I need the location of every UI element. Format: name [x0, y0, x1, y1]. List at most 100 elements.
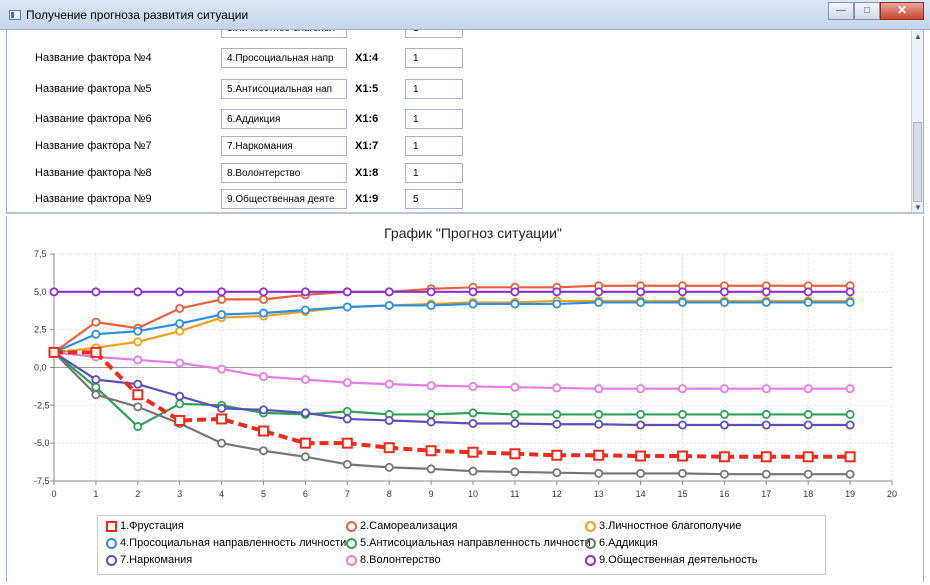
data-point	[636, 420, 646, 430]
data-point	[91, 329, 101, 339]
data-point	[300, 408, 310, 418]
x-tick-label: 4	[219, 489, 224, 499]
factor-name-field[interactable]: 7.Наркомания	[221, 136, 347, 156]
series-line-4	[53, 301, 851, 354]
data-point	[91, 287, 101, 297]
legend-item: 6.Аддикция	[585, 536, 658, 550]
chart-legend: 1.Фрустация 2.Самореализация 3.Личностное …	[97, 515, 826, 575]
data-point	[216, 413, 228, 425]
factor-label: Название фактора №8	[35, 167, 152, 179]
series-line-5	[53, 351, 851, 428]
data-point	[174, 414, 186, 426]
scrollbar-thumb[interactable]	[913, 122, 922, 202]
data-point	[678, 384, 688, 394]
data-point	[551, 449, 563, 461]
series-line-8	[53, 351, 851, 390]
data-point	[217, 294, 227, 304]
data-point	[133, 337, 143, 347]
scroll-up-icon[interactable]: ▲	[914, 32, 922, 41]
legend-label: 2.Самореализация	[360, 520, 458, 532]
factor-name-field[interactable]: 5.Антисоциальная нап	[221, 79, 347, 99]
data-point	[719, 469, 729, 479]
app-icon	[9, 10, 21, 20]
factor-row: Название фактора №9 9.Общественная деяте X…	[7, 189, 907, 211]
legend-label: 1.Фрустация	[120, 520, 184, 532]
data-point	[552, 419, 562, 429]
series-line-3	[53, 299, 851, 354]
legend-circle-marker-icon	[585, 520, 596, 532]
x-tick-label: 11	[510, 489, 519, 499]
data-point	[426, 287, 436, 297]
data-point	[761, 297, 771, 307]
x-tick-label: 2	[135, 489, 140, 499]
factor-name-field[interactable]: 3.Личностное благопол	[221, 30, 347, 38]
data-point	[761, 287, 771, 297]
data-point	[803, 297, 813, 307]
data-point	[342, 287, 352, 297]
data-point	[342, 414, 352, 424]
data-point	[678, 420, 688, 430]
scroll-down-icon[interactable]: ▼	[914, 203, 922, 212]
data-point	[384, 300, 394, 310]
maximize-button[interactable]: □	[854, 2, 880, 20]
vertical-scrollbar[interactable]: ▲ ▼	[911, 30, 923, 212]
legend-circle-marker-icon	[585, 537, 596, 549]
data-point	[217, 287, 227, 297]
factor-name-field[interactable]: 6.Аддикция	[221, 109, 347, 129]
x-tick-label: 10	[468, 489, 478, 499]
x-tick-label: 15	[677, 489, 687, 499]
legend-circle-marker-icon	[585, 554, 596, 566]
data-point	[341, 437, 353, 449]
data-point	[426, 300, 436, 310]
data-point	[719, 384, 729, 394]
factor-row: Название фактора №8 8.Волонтерство X1:8 1	[7, 163, 907, 185]
data-point	[719, 420, 729, 430]
data-point	[258, 294, 268, 304]
data-point	[175, 319, 185, 329]
factor-value-field[interactable]: 1	[405, 109, 463, 129]
legend-item: 5.Антисоциальная направленность личности	[346, 536, 591, 550]
factor-value-field[interactable]: 1	[405, 163, 463, 183]
factor-value-field[interactable]: 5	[405, 189, 463, 209]
factor-label: Название фактора №6	[35, 113, 152, 125]
legend-item: 3.Личностное благополучие	[585, 519, 741, 533]
series-line-6	[53, 351, 851, 476]
data-point	[636, 468, 646, 478]
factor-value-field[interactable]: 1	[405, 79, 463, 99]
factor-value-field[interactable]: 1	[405, 30, 463, 38]
factor-name-field[interactable]: 8.Волонтерство	[221, 163, 347, 183]
factor-value-field[interactable]: 1	[405, 48, 463, 68]
data-point	[133, 287, 143, 297]
data-point	[342, 302, 352, 312]
data-point	[133, 326, 143, 336]
data-point	[425, 445, 437, 457]
x-tick-label: 13	[594, 489, 604, 499]
factor-name-field[interactable]: 4.Просоциальная напр	[221, 48, 347, 68]
close-button[interactable]: ✕	[880, 2, 924, 20]
data-point	[426, 464, 436, 474]
data-point	[258, 372, 268, 382]
data-point	[510, 382, 520, 392]
data-point	[678, 468, 688, 478]
data-point	[468, 408, 478, 418]
minimize-button[interactable]: —	[828, 2, 854, 20]
data-point	[552, 383, 562, 393]
legend-item: 1.Фрустация	[106, 519, 184, 533]
data-point	[91, 317, 101, 327]
factor-label: Название фактора №9	[35, 193, 152, 205]
data-point	[91, 382, 101, 392]
data-point	[636, 384, 646, 394]
data-point	[299, 437, 311, 449]
factors-panel: 3.Личностное благопол 1 Название фактора…	[6, 30, 924, 214]
legend-circle-marker-icon	[346, 520, 357, 532]
data-point	[845, 469, 855, 479]
legend-label: 5.Антисоциальная направленность личности	[360, 537, 591, 549]
factor-name-field[interactable]: 9.Общественная деяте	[221, 189, 347, 209]
data-point	[384, 462, 394, 472]
data-point	[719, 409, 729, 419]
factor-value-field[interactable]: 1	[405, 136, 463, 156]
data-point	[426, 417, 436, 427]
legend-item: 8.Волонтерство	[346, 553, 441, 567]
data-point	[510, 409, 520, 419]
data-point	[258, 287, 268, 297]
